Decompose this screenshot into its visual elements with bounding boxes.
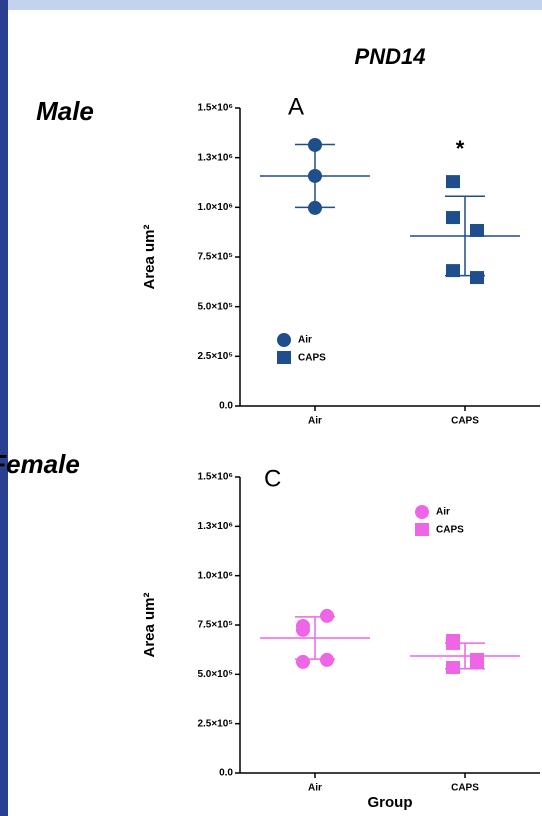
point <box>308 168 322 183</box>
y-tick-label: 1.0×10⁶ <box>198 202 233 213</box>
annotation: * <box>456 136 465 161</box>
x-tick-label: CAPS <box>451 416 479 427</box>
panel-title: Female <box>0 449 80 479</box>
x-tick-label: CAPS <box>451 783 479 794</box>
legend-marker <box>277 351 291 364</box>
panel <box>8 10 542 816</box>
legend-label: Air <box>298 335 312 346</box>
panel-letter: C <box>264 465 281 492</box>
point <box>320 652 334 667</box>
panel-title: Male <box>36 96 94 126</box>
point <box>296 654 310 669</box>
y-tick-label: 2.5×10⁵ <box>197 351 233 362</box>
y-tick-label: 2.5×10⁵ <box>197 718 233 729</box>
y-tick-label: 1.5×10⁶ <box>198 103 233 114</box>
legend-label: CAPS <box>298 353 326 364</box>
point <box>446 661 460 675</box>
figure-title: PND14 <box>355 44 426 69</box>
y-tick-label: 7.5×10⁵ <box>197 620 233 631</box>
y-tick-label: 5.0×10⁵ <box>197 669 233 680</box>
y-axis-label: Area um² <box>141 592 158 657</box>
y-tick-label: 7.5×10⁵ <box>197 252 233 263</box>
point <box>446 636 460 650</box>
left-border <box>0 0 8 816</box>
y-tick-label: 1.0×10⁶ <box>198 570 233 581</box>
point <box>308 200 322 215</box>
point <box>296 622 310 637</box>
y-tick-label: 1.5×10⁶ <box>198 472 233 483</box>
y-tick-label: 5.0×10⁵ <box>197 301 233 312</box>
y-tick-label: 1.3×10⁶ <box>198 152 233 163</box>
point <box>446 211 460 225</box>
y-tick-label: 1.3×10⁶ <box>198 521 233 532</box>
point <box>308 137 322 152</box>
point <box>320 608 334 623</box>
point <box>470 223 484 237</box>
legend-label: Air <box>436 507 450 518</box>
panel-letter: A <box>288 93 304 120</box>
legend-marker <box>415 505 429 519</box>
point <box>446 264 460 278</box>
x-tick-label: Air <box>308 783 322 794</box>
point <box>446 175 460 189</box>
y-axis-label: Area um² <box>141 224 158 289</box>
x-tick-label: Air <box>308 416 322 427</box>
point <box>470 271 484 285</box>
legend-label: CAPS <box>436 525 464 536</box>
legend-marker <box>415 523 429 536</box>
y-tick-label: 0.0 <box>219 768 233 779</box>
y-tick-label: 0.0 <box>219 401 233 412</box>
legend-marker <box>277 333 291 347</box>
x-axis-label: Group <box>368 794 413 811</box>
point <box>470 655 484 669</box>
